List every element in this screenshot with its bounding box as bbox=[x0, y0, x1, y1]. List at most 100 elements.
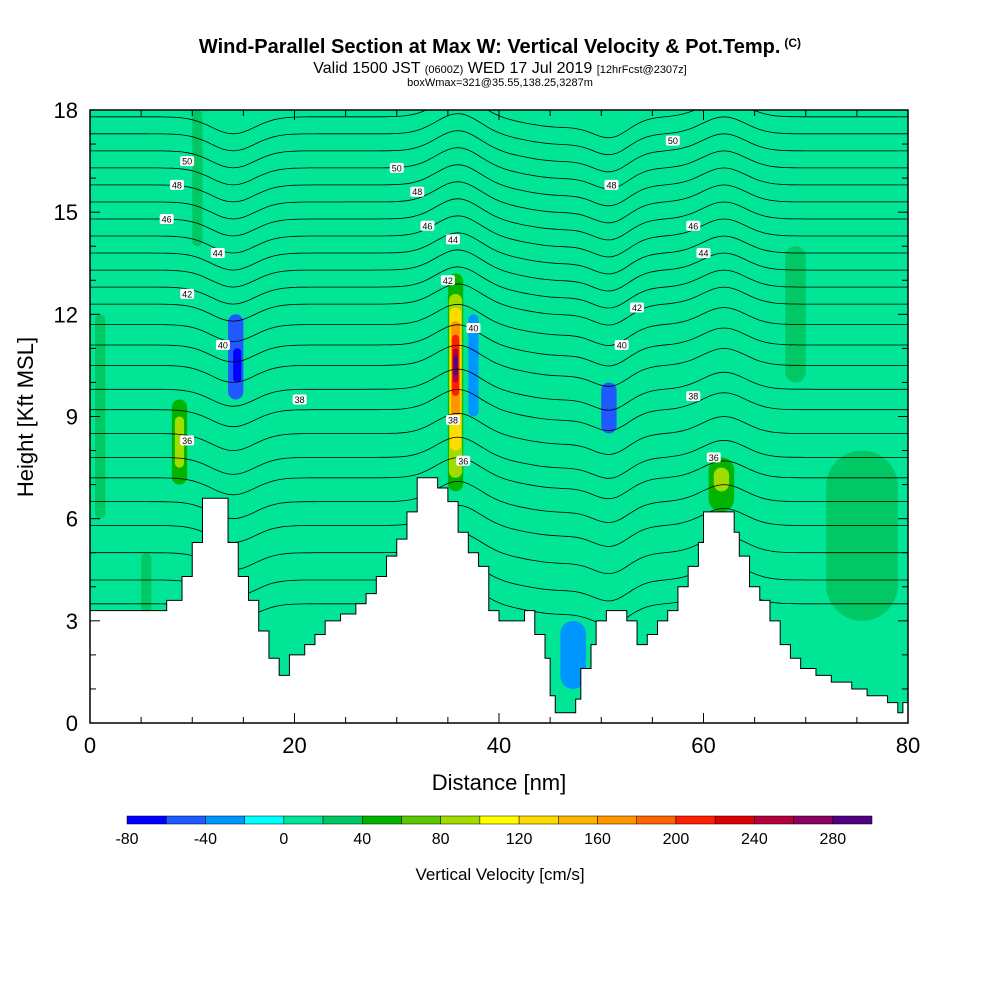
theta-contour-line bbox=[90, 457, 908, 500]
velocity-cell bbox=[451, 334, 460, 397]
theta-contour-line bbox=[90, 303, 908, 346]
contour-label: 36 bbox=[456, 455, 471, 466]
valid-prefix: Valid 1500 JST bbox=[313, 60, 421, 77]
contour-label: 38 bbox=[686, 391, 701, 402]
theta-contour-line bbox=[90, 436, 908, 479]
theta-contour-line bbox=[90, 249, 908, 292]
velocity-cell bbox=[174, 416, 185, 468]
contour-label: 44 bbox=[696, 248, 711, 259]
background-field bbox=[90, 110, 908, 723]
terrain bbox=[90, 477, 908, 723]
velocity-cell bbox=[452, 348, 459, 383]
colorbar-tick-label: 280 bbox=[819, 831, 846, 848]
theta-contour-line bbox=[90, 164, 908, 207]
colorbar-swatch bbox=[283, 815, 324, 825]
theta-contour-line bbox=[90, 181, 908, 224]
velocity-cell bbox=[713, 467, 730, 492]
y-tick-label: 3 bbox=[66, 609, 78, 634]
plot-area: 50 48 46 44 42 40 38 36 50 48 46 44 42 40 38 36 50 48 46 44… bbox=[90, 110, 908, 723]
velocity-cell bbox=[233, 348, 242, 383]
colorbar-swatch bbox=[244, 815, 285, 825]
colorbar-swatch bbox=[322, 815, 363, 825]
contour-label-text: 42 bbox=[443, 276, 453, 286]
boxwmax-info: boxWmax=321@35.55,138.25,3287m bbox=[407, 77, 593, 89]
contour-label-text: 40 bbox=[468, 323, 478, 333]
theta-contour-line bbox=[90, 113, 908, 156]
velocity-cell bbox=[450, 321, 461, 417]
colorbar-swatch bbox=[832, 815, 873, 825]
contour-label: 38 bbox=[292, 394, 307, 405]
chart-subtitle: Valid 1500 JST (0600Z) WED 17 Jul 2019 [… bbox=[0, 60, 1000, 78]
colorbar-swatch bbox=[754, 815, 794, 825]
contour-label: 42 bbox=[630, 302, 645, 313]
velocity-cell bbox=[560, 620, 586, 689]
theta-contour-line bbox=[90, 532, 908, 575]
x-axis: 0 20 40 60 80 bbox=[84, 110, 920, 758]
theta-contours bbox=[90, 110, 908, 626]
colorbar-tick-label: -80 bbox=[115, 831, 138, 848]
colorbar-swatch bbox=[636, 815, 677, 825]
contour-label: 50 bbox=[389, 162, 404, 173]
contour-label: 44 bbox=[210, 248, 225, 259]
contour-label: 40 bbox=[614, 339, 629, 350]
colorbar-swatch bbox=[793, 815, 834, 825]
theta-contour-line bbox=[90, 147, 908, 190]
theta-contour-line bbox=[90, 559, 908, 602]
colorbar: -80 -40 0 40 80 120 160 200 240 280 bbox=[115, 815, 873, 848]
theta-contour-line bbox=[90, 480, 908, 523]
colorbar-swatch bbox=[675, 815, 716, 825]
colorbar-swatch bbox=[362, 815, 402, 825]
velocity-cell bbox=[95, 314, 106, 519]
velocity-cell bbox=[708, 457, 735, 512]
colorbar-label: Vertical Velocity [cm/s] bbox=[415, 865, 584, 884]
contour-label-text: 40 bbox=[218, 340, 228, 350]
contour-label-text: 50 bbox=[182, 157, 192, 167]
theta-contour-line bbox=[90, 324, 908, 367]
colorbar-swatch bbox=[440, 815, 481, 825]
contour-label: 50 bbox=[665, 135, 680, 146]
theta-contour-line bbox=[90, 266, 908, 309]
plot-frame bbox=[89, 109, 909, 724]
contour-label: 48 bbox=[604, 179, 619, 190]
contour-label-text: 44 bbox=[448, 235, 458, 245]
contour-label: 40 bbox=[215, 339, 230, 350]
x-tick-label: 40 bbox=[487, 733, 511, 758]
theta-contour-line bbox=[90, 130, 908, 173]
contour-label: 50 bbox=[180, 156, 195, 167]
theta-contour-line bbox=[90, 388, 908, 432]
contour-label-text: 48 bbox=[606, 180, 616, 190]
theta-contour-line bbox=[90, 368, 908, 411]
y-tick-label: 0 bbox=[66, 711, 78, 736]
colorbar-swatch bbox=[714, 815, 755, 825]
theta-contour-line bbox=[90, 232, 908, 275]
contour-label-text: 38 bbox=[688, 392, 698, 402]
velocity-cell bbox=[171, 399, 188, 485]
contour-label: 48 bbox=[169, 179, 184, 190]
contour-label: 42 bbox=[440, 275, 455, 286]
colorbar-swatch bbox=[558, 815, 598, 825]
contour-labels: 50 48 46 44 42 40 38 36 50 48 46 44 42 40 38 36 50 48 46 44… bbox=[159, 135, 721, 466]
velocity-cell bbox=[453, 355, 458, 376]
colorbar-swatch bbox=[401, 815, 441, 825]
colorbar-tick-label: 160 bbox=[584, 831, 611, 848]
theta-contour-line bbox=[90, 412, 908, 455]
forecast-info: [12hrFcst@2307z] bbox=[596, 64, 687, 76]
chart-title: Wind-Parallel Section at Max W: Vertical… bbox=[198, 36, 802, 58]
colorbar-swatch bbox=[126, 815, 167, 825]
x-tick-label: 80 bbox=[896, 733, 920, 758]
contour-label-text: 44 bbox=[698, 249, 708, 259]
theta-contour-line bbox=[90, 504, 908, 547]
contour-label: 42 bbox=[180, 288, 195, 299]
contour-label: 46 bbox=[686, 220, 701, 231]
contour-label: 46 bbox=[159, 213, 174, 224]
contour-label: 44 bbox=[445, 234, 460, 245]
contour-label: 38 bbox=[445, 414, 460, 425]
contour-label-text: 50 bbox=[392, 163, 402, 173]
velocity-cell bbox=[826, 450, 898, 621]
contour-label: 36 bbox=[706, 452, 721, 463]
contour-label-text: 46 bbox=[422, 221, 432, 231]
valid-date: WED 17 Jul 2019 bbox=[467, 60, 593, 77]
contour-label-text: 42 bbox=[182, 289, 192, 299]
velocity-cell bbox=[448, 293, 463, 478]
contour-label-text: 46 bbox=[162, 214, 172, 224]
